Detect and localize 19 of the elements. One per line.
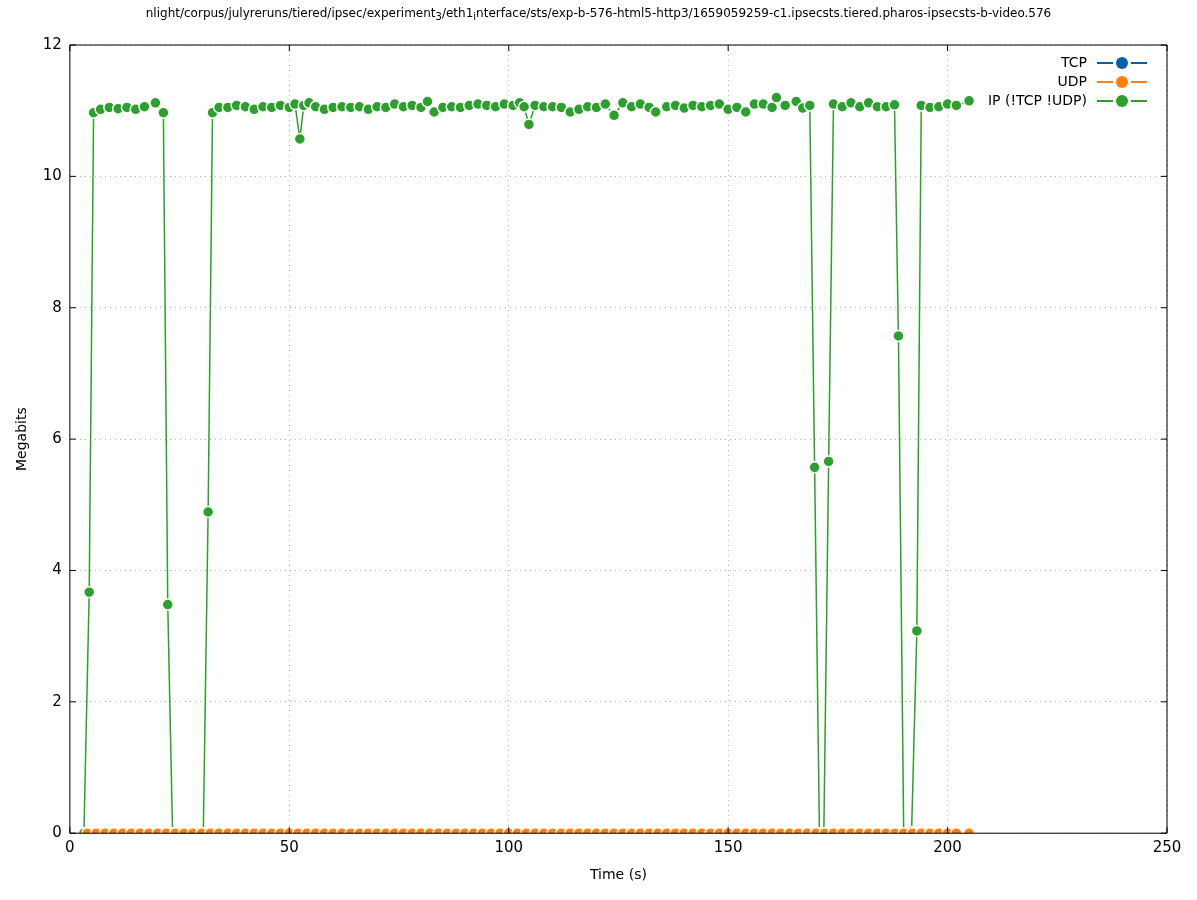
y-tick-label: 2 (52, 691, 62, 710)
x-axis-title: Time (s) (588, 866, 647, 883)
y-tick-label: 10 (42, 166, 62, 185)
x-tick-label: 0 (65, 838, 75, 857)
y-tick-label: 12 (42, 34, 62, 53)
x-tick-label: 50 (279, 838, 299, 857)
y-tick-label: 4 (52, 560, 62, 579)
x-tick-label: 100 (494, 838, 524, 857)
legend-label: TCP (1061, 53, 1087, 72)
y-axis-title: Megabits (13, 407, 30, 471)
x-tick-label: 200 (933, 838, 962, 857)
y-tick-label: 0 (52, 823, 62, 842)
chart-title: nlight/corpus/julyreruns/tiered/ipsec/experiment$_{3}$/eth1$_{i}$nterface/sts/exp-b-576-html5-http3/1659059259-c1.ipsecsts.tiered.pharos-ipsecsts-b-video.576 (144, 6, 1053, 23)
legend-label: UDP (1057, 72, 1087, 91)
legend-label: IP (!TCP !UDP) (987, 91, 1087, 110)
x-tick-label: 150 (713, 838, 743, 857)
x-tick-label: 250 (1152, 838, 1182, 857)
y-tick-label: 6 (52, 428, 62, 447)
y-tick-label: 8 (52, 297, 62, 316)
